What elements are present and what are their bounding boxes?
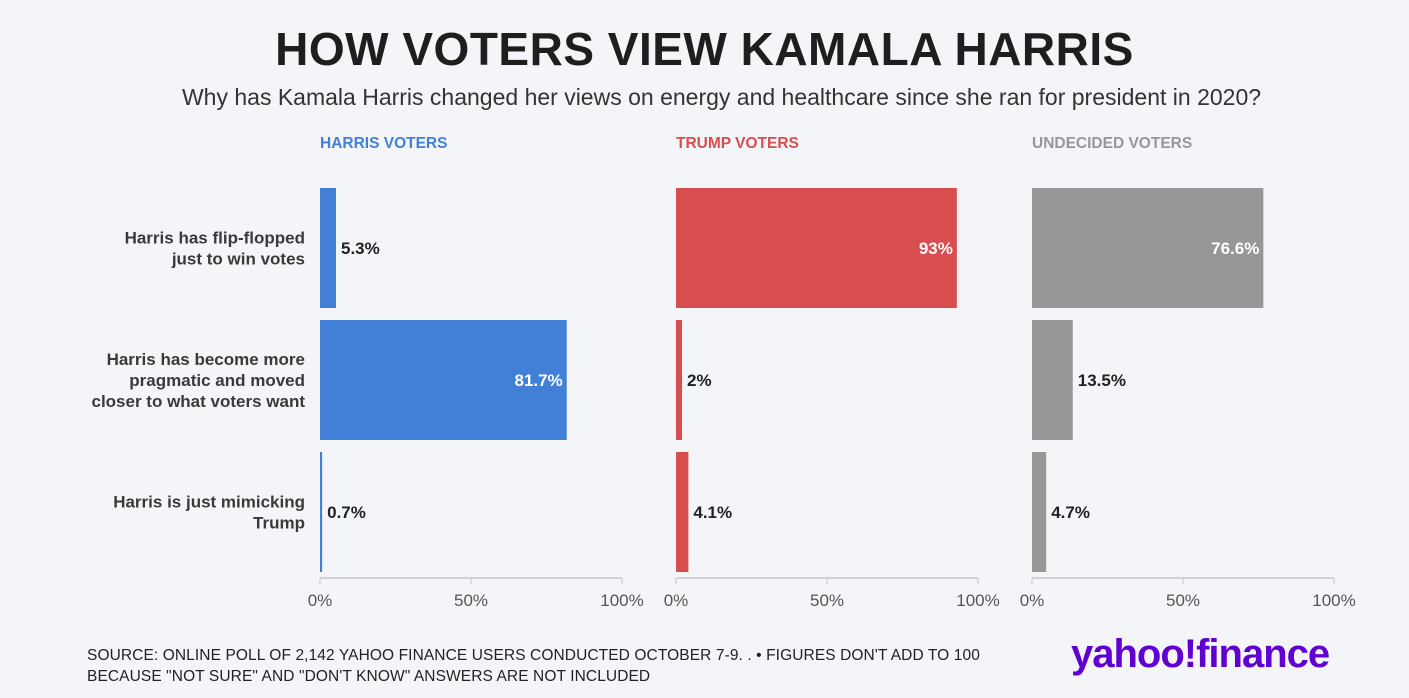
x-tick-label: 50% [454,591,488,610]
bar [676,452,689,572]
x-tick-label: 50% [810,591,844,610]
data-label: 93% [919,239,953,258]
source-line-1: SOURCE: ONLINE POLL OF 2,142 YAHOO FINAN… [87,647,980,664]
category-label: Harris is just mimicking [113,493,305,512]
x-tick-label: 50% [1166,591,1200,610]
chart-title: HOW VOTERS VIEW KAMALA HARRIS [275,23,1134,75]
bar [320,452,323,572]
data-label: 81.7% [515,371,563,390]
bar [1032,452,1047,572]
source-line-2: BECAUSE "NOT SURE" AND "DON'T KNOW" ANSW… [87,668,651,685]
x-tick-label: 0% [1020,591,1045,610]
x-tick-label: 100% [956,591,999,610]
series-name: TRUMP VOTERS [676,135,799,152]
x-tick-label: 100% [1312,591,1355,610]
x-tick-label: 100% [600,591,643,610]
bar [320,320,567,440]
category-label: Trump [253,514,305,533]
bar [676,320,683,440]
x-tick-label: 0% [308,591,333,610]
category-label: Harris has become more [107,350,305,369]
data-label: 5.3% [341,239,380,258]
yahoo-finance-logo: yahoo!finance [1071,632,1330,676]
bar [1032,188,1264,308]
category-label: closer to what voters want [92,392,306,411]
series-name: UNDECIDED VOTERS [1032,135,1192,152]
data-label: 4.7% [1051,503,1090,522]
series-name: HARRIS VOTERS [320,135,447,152]
bar [320,188,337,308]
source-note: SOURCE: ONLINE POLL OF 2,142 YAHOO FINAN… [87,645,987,687]
data-label: 76.6% [1211,239,1259,258]
data-label: 2% [687,371,712,390]
category-label: Harris has flip-flopped [125,229,305,248]
bar [676,188,957,308]
category-label: pragmatic and moved [129,371,305,390]
data-label: 0.7% [327,503,366,522]
x-tick-label: 0% [664,591,689,610]
data-label: 4.1% [693,503,732,522]
bar [1032,320,1073,440]
chart-subtitle: Why has Kamala Harris changed her views … [181,84,1262,110]
category-label: just to win votes [171,250,305,269]
data-label: 13.5% [1078,371,1126,390]
